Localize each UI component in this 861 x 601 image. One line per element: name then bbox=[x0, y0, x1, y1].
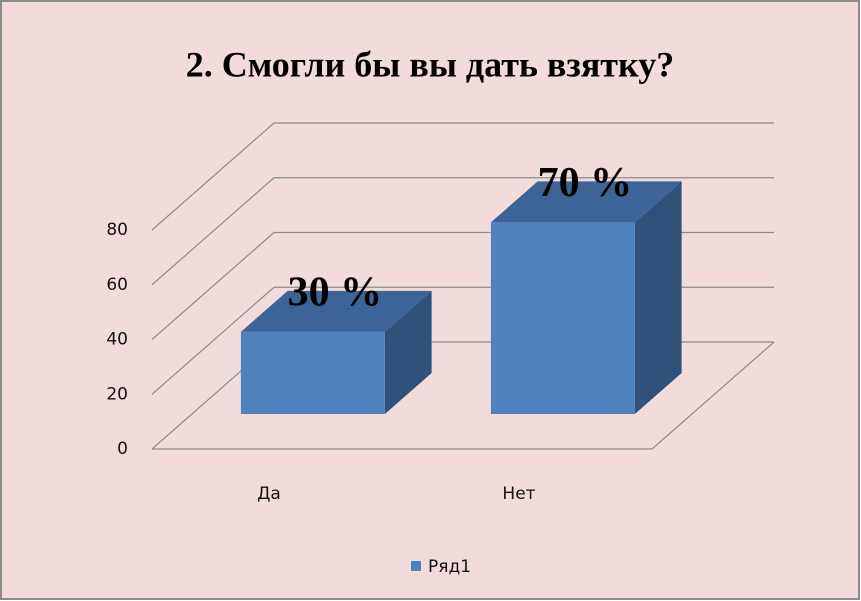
legend-label: Ряд1 bbox=[428, 557, 471, 577]
bar-side bbox=[634, 181, 682, 415]
chart-title: 2. Смогли бы вы дать взятку? bbox=[186, 44, 674, 84]
y-tick-label: 60 bbox=[106, 275, 128, 295]
bar-top bbox=[490, 181, 682, 223]
grid-line bbox=[151, 232, 275, 340]
legend-swatch bbox=[411, 561, 421, 571]
grid-line bbox=[151, 177, 275, 286]
data-label: 30 % bbox=[288, 270, 383, 316]
bar bbox=[240, 331, 385, 415]
y-tick-label: 0 bbox=[117, 439, 128, 459]
bar-top bbox=[240, 290, 432, 332]
floor bbox=[152, 341, 775, 450]
bar-side bbox=[384, 290, 432, 415]
y-tick-label: 80 bbox=[106, 220, 128, 240]
bar bbox=[490, 222, 635, 415]
y-tick-label: 40 bbox=[106, 330, 128, 350]
data-label: 70 % bbox=[538, 160, 633, 206]
x-tick-label: Нет bbox=[502, 484, 535, 504]
grid-line bbox=[151, 122, 275, 231]
grid-line bbox=[151, 286, 275, 395]
y-tick-label: 20 bbox=[106, 384, 128, 404]
x-tick-label: Да bbox=[257, 484, 281, 504]
